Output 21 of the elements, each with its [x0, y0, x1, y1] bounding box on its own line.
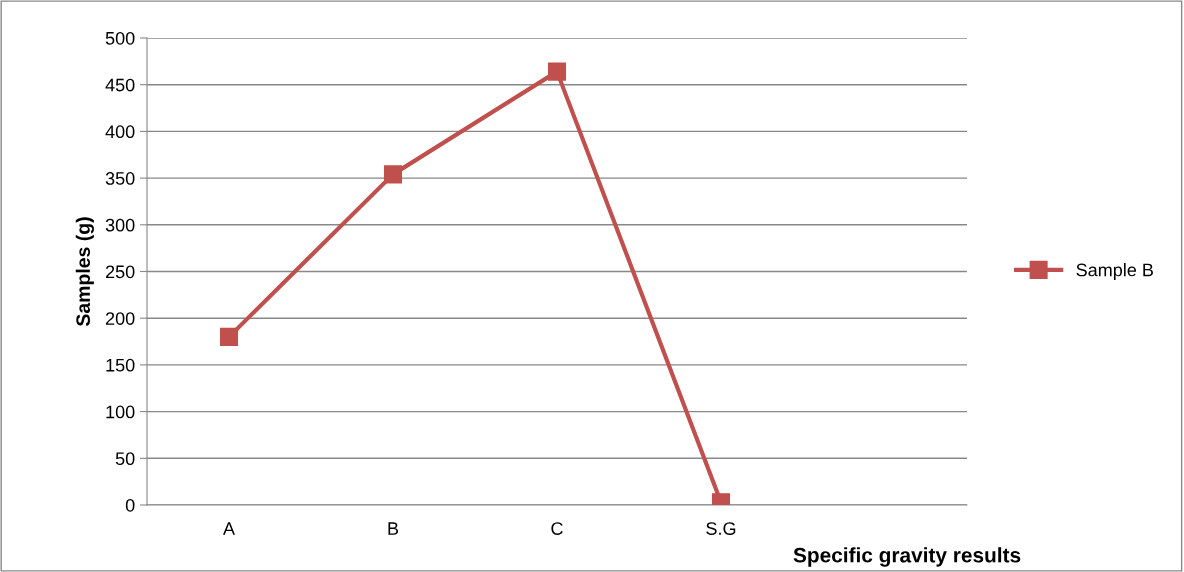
y-tick-label: 250 — [105, 265, 135, 279]
x-axis-title: Specific gravity results — [793, 547, 1021, 567]
y-tick-label: 300 — [105, 218, 135, 232]
y-tick-label: 350 — [105, 172, 135, 185]
x-tick-label: S.G — [706, 522, 736, 535]
point — [219, 327, 239, 346]
y-tick-label: 500 — [105, 31, 135, 45]
x-tick-label: A — [223, 522, 235, 535]
y-tick-label: 50 — [115, 452, 135, 466]
y-tick-label: 400 — [105, 125, 135, 139]
point — [383, 165, 403, 184]
x-tick-label: B — [388, 522, 399, 535]
point — [547, 62, 567, 81]
y-tick-label: 100 — [106, 405, 135, 419]
y-tick-label: 150 — [106, 358, 135, 372]
y-tick-label: 450 — [105, 78, 135, 92]
legend-label: Sample B — [1076, 263, 1153, 280]
x-tick-label: C — [551, 522, 563, 535]
y-axis-title: Samples (g) — [75, 217, 94, 327]
y-tick-label: 0 — [125, 498, 135, 512]
y-tick-label: 200 — [105, 312, 135, 325]
